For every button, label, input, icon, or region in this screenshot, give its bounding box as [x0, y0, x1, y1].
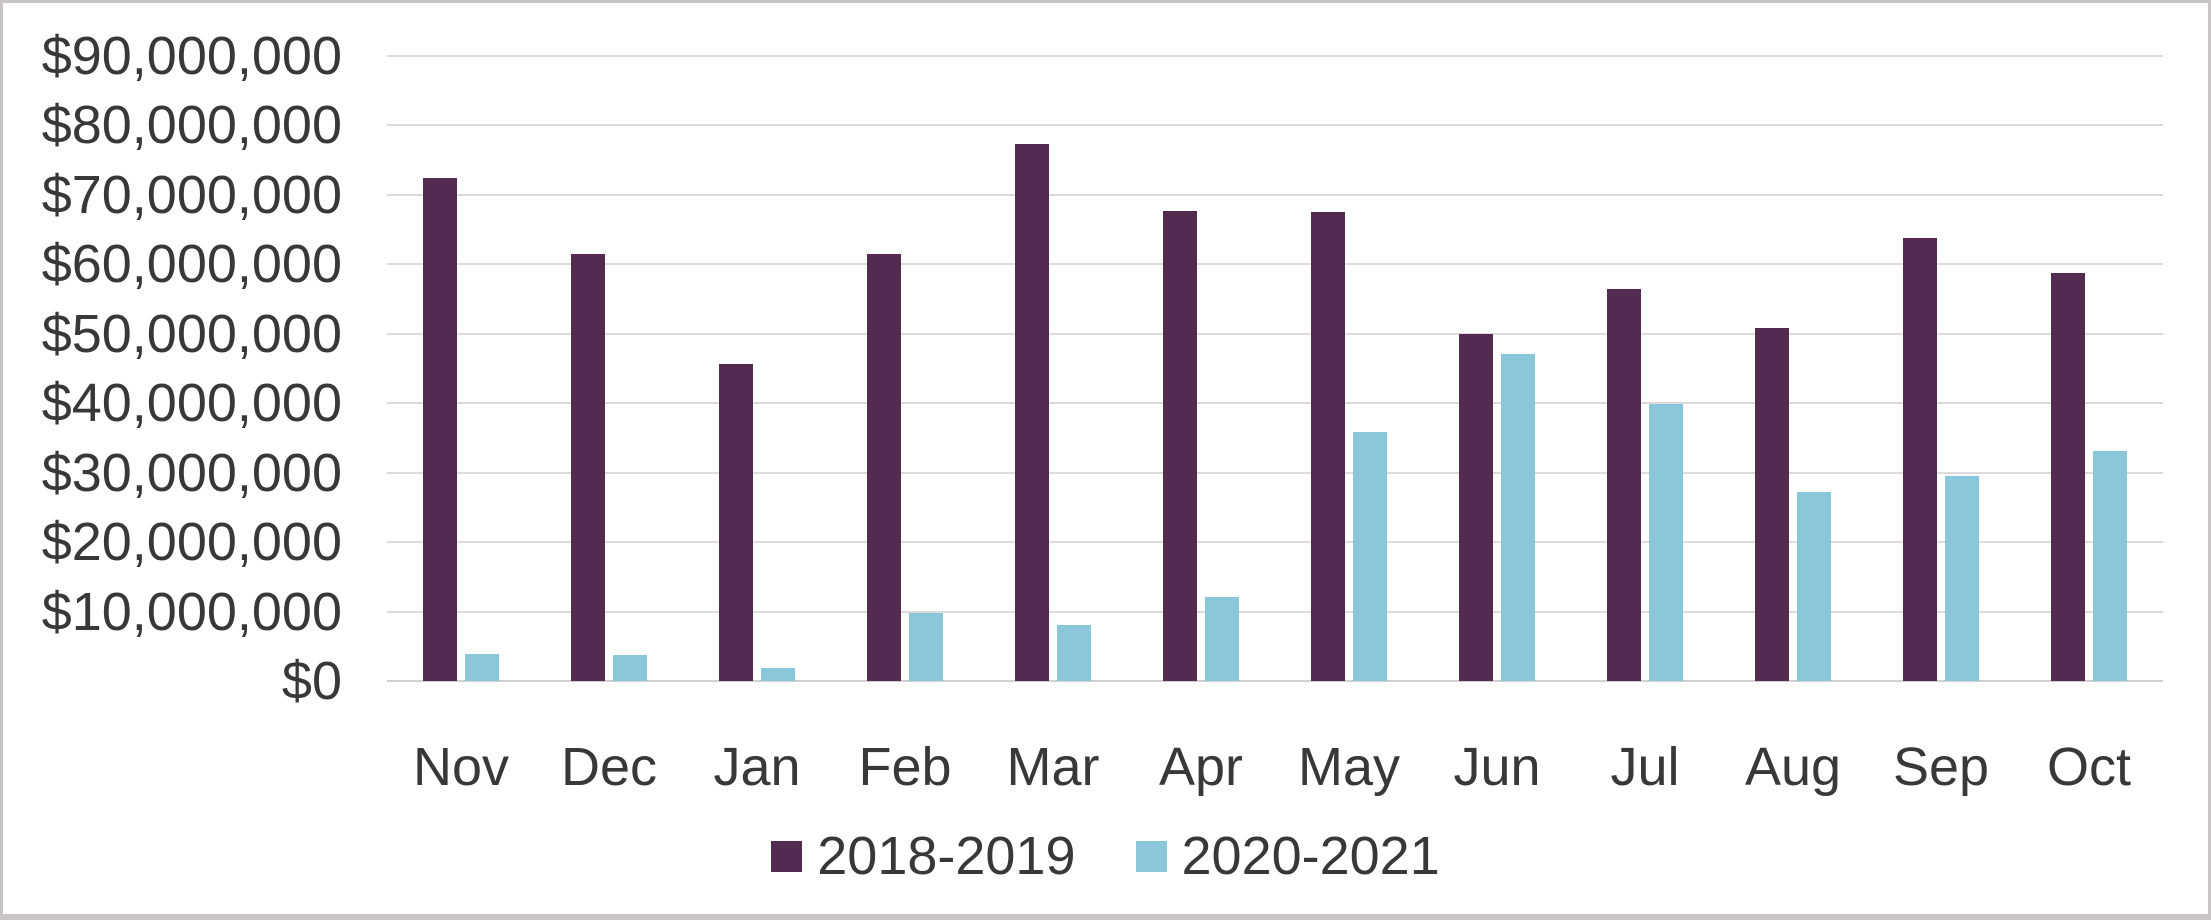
- bar-group-dec: [535, 56, 683, 681]
- bar-2020-2021-jan: [761, 668, 795, 681]
- bar-2020-2021-sep: [1945, 476, 1979, 681]
- bar-group-jul: [1571, 56, 1719, 681]
- y-axis-tick-label: $10,000,000: [41, 581, 342, 642]
- bar-2020-2021-mar: [1057, 625, 1091, 681]
- gridline: [387, 193, 2163, 196]
- bar-group-mar: [979, 56, 1127, 681]
- y-axis-tick-label: $80,000,000: [41, 95, 342, 156]
- legend-label: 2020-2021: [1181, 826, 1440, 886]
- bar-2018-2019-sep: [1903, 238, 1937, 681]
- bar-2020-2021-may: [1353, 432, 1387, 681]
- bar-2020-2021-nov: [465, 654, 499, 681]
- y-axis-tick-label: $0: [281, 651, 342, 711]
- y-axis-tick-label: $50,000,000: [41, 303, 342, 364]
- bar-group-nov: [387, 56, 535, 681]
- bar-2020-2021-apr: [1205, 597, 1239, 681]
- y-axis-tick-label: $30,000,000: [41, 442, 342, 503]
- x-axis-label-sep: Sep: [1892, 737, 1990, 797]
- y-axis-tick-label: $40,000,000: [41, 373, 342, 434]
- bar-2018-2019-oct: [2051, 273, 2085, 681]
- bar-group-may: [1275, 56, 1423, 681]
- gridline: [387, 124, 2163, 127]
- bar-group-jun: [1423, 56, 1571, 681]
- x-axis-label-aug: Aug: [1744, 737, 1842, 797]
- legend-item-2020-2021: 2020-2021: [1135, 825, 1440, 887]
- y-axis-tick-label: $60,000,000: [41, 234, 342, 295]
- bar-2020-2021-feb: [909, 613, 943, 681]
- bar-group-jan: [683, 56, 831, 681]
- x-axis-label-apr: Apr: [1158, 737, 1244, 797]
- x-axis-label-mar: Mar: [1006, 737, 1100, 797]
- x-axis-label-jan: Jan: [713, 737, 801, 797]
- y-axis-tick-label: $90,000,000: [41, 26, 342, 86]
- gridline: [387, 263, 2163, 266]
- gridline: [387, 55, 2163, 57]
- bar-2018-2019-feb: [867, 254, 901, 681]
- legend-item-2018-2019: 2018-2019: [771, 825, 1076, 887]
- bar-2018-2019-jun: [1459, 334, 1493, 681]
- bar-group-aug: [1719, 56, 1867, 681]
- bar-2020-2021-dec: [613, 655, 647, 681]
- gridline: [387, 402, 2163, 405]
- x-axis-label-oct: Oct: [2046, 737, 2131, 797]
- bar-2018-2019-jul: [1607, 289, 1641, 681]
- bar-2020-2021-aug: [1797, 492, 1831, 681]
- bar-2018-2019-nov: [423, 178, 457, 681]
- x-axis-label-feb: Feb: [858, 737, 952, 797]
- x-axis-label-jun: Jun: [1453, 737, 1541, 797]
- x-axis-label-nov: Nov: [412, 737, 510, 797]
- legend-label: 2018-2019: [817, 826, 1076, 886]
- bar-group-sep: [1867, 56, 2015, 681]
- bar-2018-2019-apr: [1163, 211, 1197, 681]
- x-axis-label-jul: Jul: [1610, 737, 1680, 797]
- plot-area: [387, 55, 2163, 682]
- x-axis-label-dec: Dec: [560, 737, 658, 797]
- bar-2020-2021-jun: [1501, 354, 1535, 681]
- bar-2018-2019-mar: [1015, 144, 1049, 681]
- gridline: [387, 471, 2163, 474]
- bar-group-feb: [831, 56, 979, 681]
- y-axis-tick-label: $70,000,000: [41, 164, 342, 225]
- bar-2020-2021-jul: [1649, 404, 1683, 681]
- legend-swatch-icon: [1135, 840, 1167, 872]
- gridline: [387, 332, 2163, 335]
- bar-2020-2021-oct: [2093, 451, 2127, 681]
- bar-2018-2019-aug: [1755, 328, 1789, 681]
- gridline: [387, 541, 2163, 544]
- bar-group-oct: [2015, 56, 2163, 681]
- bar-2018-2019-jan: [719, 364, 753, 681]
- legend: 2018-2019 2020-2021: [3, 825, 2208, 887]
- y-axis-tick-label: $20,000,000: [41, 512, 342, 573]
- bar-2018-2019-dec: [571, 254, 605, 681]
- gridline: [387, 610, 2163, 613]
- bar-2018-2019-may: [1311, 212, 1345, 681]
- x-axis-label-may: May: [1297, 737, 1400, 797]
- legend-swatch-icon: [771, 840, 803, 872]
- bar-group-apr: [1127, 56, 1275, 681]
- x-axis-line: [387, 680, 2163, 682]
